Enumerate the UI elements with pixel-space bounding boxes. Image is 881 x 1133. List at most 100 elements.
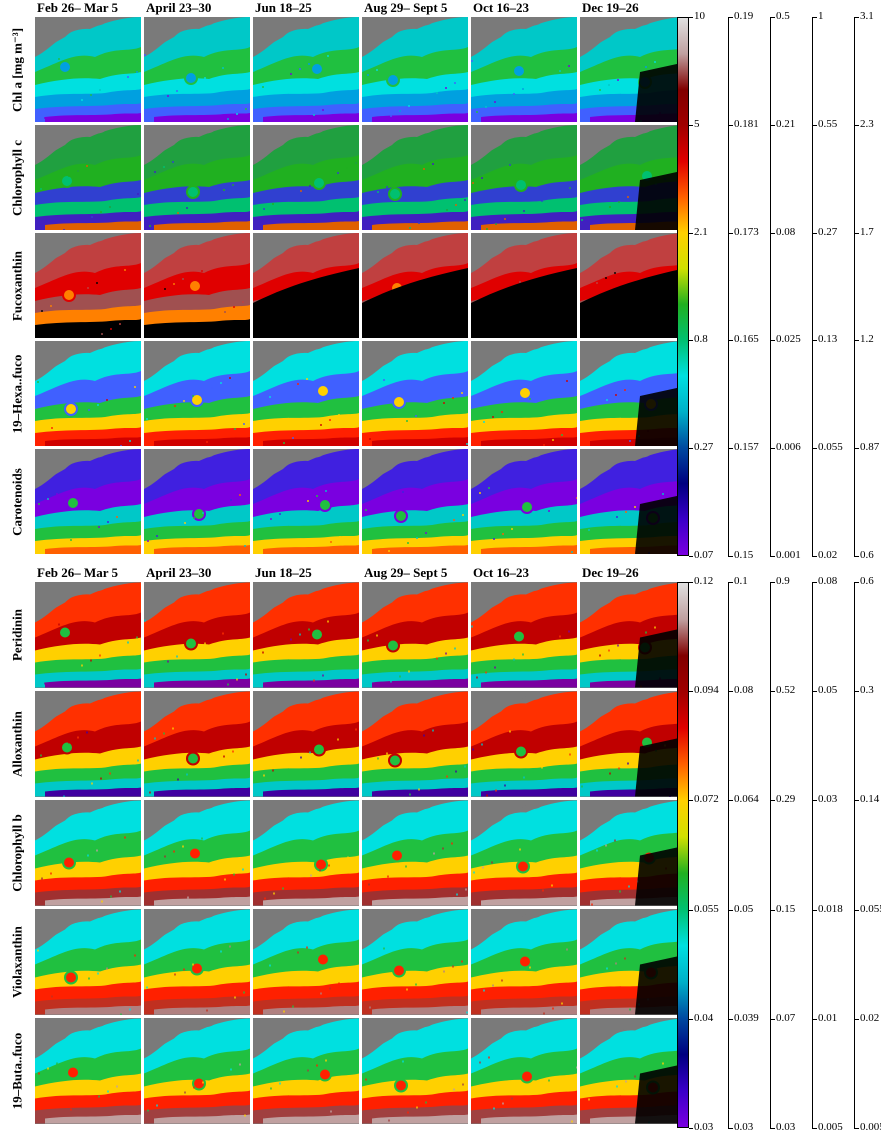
axis-tick xyxy=(770,556,775,557)
secondary-axis xyxy=(728,582,729,1128)
map-tile xyxy=(362,691,468,797)
map-tile xyxy=(253,17,359,122)
colorbar-tick-label: 0.8 xyxy=(694,333,708,346)
secondary-axis xyxy=(812,582,813,1128)
ocean-color-map xyxy=(580,800,686,906)
column-header: Oct 16–23 xyxy=(473,565,529,580)
ocean-color-map xyxy=(580,125,686,230)
colorbar-tick xyxy=(689,582,693,583)
ocean-color-map xyxy=(144,1018,250,1124)
map-tile xyxy=(35,1018,141,1124)
axis-tick xyxy=(854,340,859,342)
axis-tick xyxy=(854,17,859,18)
map-tile xyxy=(253,449,359,554)
map-tile xyxy=(471,691,577,797)
axis-tick xyxy=(854,124,859,126)
map-tile xyxy=(253,125,359,230)
colorbar-tick xyxy=(689,556,693,557)
colorbar-tick xyxy=(689,448,693,450)
map-tile xyxy=(35,800,141,906)
axis-tick xyxy=(728,800,733,802)
map-tile xyxy=(144,582,250,688)
row-label: Chl a [mg m⁻³] xyxy=(9,27,25,112)
axis-tick-label: 0.03 xyxy=(734,1121,754,1133)
axis-tick-label: 0.03 xyxy=(776,1121,796,1133)
axis-tick-label: 0.005 xyxy=(818,1121,843,1133)
axis-tick xyxy=(770,124,775,126)
colorbar-tick xyxy=(689,124,693,126)
axis-tick-label: 0.6 xyxy=(860,549,874,561)
axis-tick-label: 3.1 xyxy=(860,10,874,22)
ocean-color-map xyxy=(471,449,577,554)
colorbar-tick-label: 0.072 xyxy=(694,793,719,806)
ocean-color-map xyxy=(471,233,577,338)
column-header: April 23–30 xyxy=(146,0,212,15)
ocean-color-map xyxy=(580,449,686,554)
axis-tick-label: 1.2 xyxy=(860,333,874,346)
axis-tick-label: 0.15 xyxy=(734,549,754,561)
column-header: Oct 16–23 xyxy=(473,0,529,15)
ocean-color-map xyxy=(362,449,468,554)
map-tile xyxy=(580,800,686,906)
colorbar-tick xyxy=(689,909,693,911)
axis-tick-label: 0.018 xyxy=(818,902,843,915)
column-header: Aug 29– Sept 5 xyxy=(364,0,448,15)
axis-tick xyxy=(728,691,733,693)
secondary-axis xyxy=(728,17,729,556)
map-tile xyxy=(35,582,141,688)
ocean-color-map xyxy=(580,691,686,797)
colorbar-tick-label: 0.055 xyxy=(694,902,719,915)
ocean-color-map xyxy=(253,341,359,446)
column-header: Feb 26– Mar 5 xyxy=(37,565,118,580)
map-tile xyxy=(144,341,250,446)
map-tile xyxy=(471,1018,577,1124)
colorbar-tick-label: 2.1 xyxy=(694,225,708,238)
ocean-color-map xyxy=(471,691,577,797)
ocean-color-map xyxy=(144,691,250,797)
map-tile xyxy=(253,582,359,688)
axis-tick-label: 0.52 xyxy=(776,684,796,697)
axis-tick xyxy=(770,1128,775,1129)
ocean-color-map xyxy=(35,233,141,338)
row-label: 19–Hexa..fuco xyxy=(9,354,25,433)
ocean-color-map xyxy=(144,909,250,1015)
axis-tick xyxy=(812,909,817,911)
colorbar-tick-label: 0.094 xyxy=(694,684,719,697)
row-label: Violaxanthin xyxy=(9,926,25,998)
axis-tick-label: 0.05 xyxy=(818,684,838,697)
ocean-color-map xyxy=(471,909,577,1015)
axis-tick xyxy=(812,17,817,18)
map-tile xyxy=(253,1018,359,1124)
map-tile xyxy=(362,449,468,554)
axis-tick-label: 0.005 xyxy=(860,1121,881,1133)
axis-tick xyxy=(728,232,733,234)
row-label: Fucoxanthin xyxy=(9,250,25,321)
colorbar-tick-label: 0.03 xyxy=(694,1121,714,1133)
row-label: Peridinin xyxy=(9,609,25,662)
colorbar-tick xyxy=(689,691,693,693)
ocean-color-map xyxy=(580,1018,686,1124)
map-tile xyxy=(471,800,577,906)
axis-tick xyxy=(812,556,817,557)
colorbar-tick-label: 5 xyxy=(694,117,700,130)
axis-tick-label: 0.19 xyxy=(734,10,754,22)
ocean-color-map xyxy=(144,582,250,688)
axis-tick-label: 0.039 xyxy=(734,1011,759,1024)
column-header: Dec 19–26 xyxy=(582,565,639,580)
ocean-color-map xyxy=(580,341,686,446)
axis-tick-label: 0.29 xyxy=(776,793,796,806)
axis-tick xyxy=(812,800,817,802)
axis-tick-label: 0.14 xyxy=(860,793,880,806)
ocean-color-map xyxy=(580,582,686,688)
map-tile xyxy=(253,909,359,1015)
map-tile xyxy=(253,691,359,797)
row-label: Carotenoids xyxy=(9,467,25,536)
ocean-color-map xyxy=(35,909,141,1015)
axis-tick xyxy=(854,800,859,802)
top-panel: Feb 26– Mar 5 April 23–30 Jun 18–25 Aug 29–… xyxy=(0,0,881,561)
row-label: Alloxanthin xyxy=(9,711,25,777)
axis-tick-label: 0.21 xyxy=(776,117,796,130)
colorbar-tick xyxy=(689,340,693,342)
axis-tick-label: 0.3 xyxy=(860,684,874,697)
row-label: Chlorophyll b xyxy=(9,814,25,892)
